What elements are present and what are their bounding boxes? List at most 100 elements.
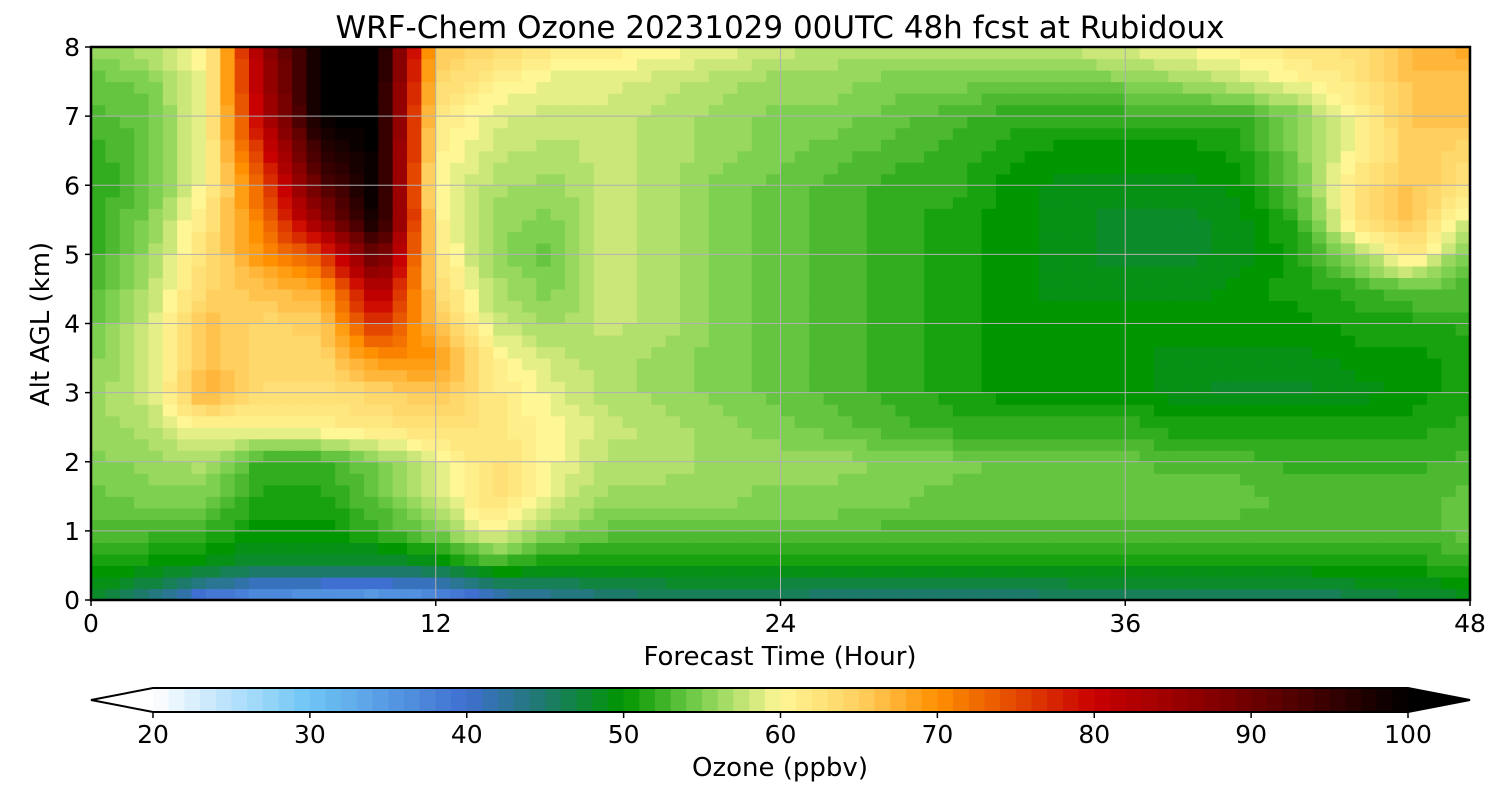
- heat-cell: [1340, 219, 1356, 232]
- colorbar-swatch: [1313, 688, 1331, 712]
- heat-cell: [1297, 438, 1313, 451]
- heat-cell: [866, 277, 882, 290]
- heat-cell: [349, 381, 365, 394]
- heat-cell: [1240, 507, 1256, 520]
- heat-cell: [363, 369, 379, 382]
- heat-cell: [952, 196, 968, 209]
- heat-cell: [1082, 116, 1098, 129]
- heat-cell: [521, 507, 537, 520]
- heat-cell: [1412, 139, 1428, 152]
- heat-cell: [378, 519, 394, 532]
- colorbar-swatch: [1015, 688, 1032, 712]
- heat-cell: [220, 185, 236, 198]
- heat-cell: [952, 415, 968, 428]
- heat-cell: [378, 461, 394, 474]
- heat-cell: [1024, 496, 1040, 509]
- heat-cell: [1110, 335, 1126, 348]
- heat-cell: [478, 346, 494, 359]
- y-tick-label: 5: [64, 240, 80, 269]
- heat-cell: [1455, 47, 1470, 60]
- heat-cell: [608, 438, 624, 451]
- heat-cell: [622, 70, 638, 83]
- heat-cell: [306, 173, 322, 186]
- heat-cell: [550, 300, 566, 313]
- heat-cell: [177, 473, 193, 486]
- heat-cell: [1383, 300, 1399, 313]
- heat-cell: [1197, 323, 1213, 336]
- heat-cell: [622, 277, 638, 290]
- heat-cell: [694, 311, 710, 325]
- heat-cell: [464, 139, 480, 152]
- heat-cell: [766, 484, 782, 497]
- heat-cell: [679, 288, 695, 302]
- heat-cell: [392, 473, 408, 486]
- heat-cell: [1197, 588, 1213, 600]
- heat-cell: [924, 196, 940, 209]
- heat-cell: [134, 450, 150, 463]
- heat-cell: [1110, 404, 1126, 417]
- heat-cell: [1096, 381, 1112, 394]
- heat-cell: [1326, 150, 1342, 163]
- heat-cell: [1311, 415, 1327, 428]
- heat-cell: [234, 450, 250, 463]
- heat-cell: [593, 461, 609, 474]
- heat-cell: [924, 530, 940, 543]
- heat-cell: [737, 542, 753, 555]
- heat-cell: [852, 461, 868, 474]
- heat-cell: [780, 93, 796, 106]
- heat-cell: [363, 242, 379, 255]
- heat-cell: [507, 70, 523, 83]
- heat-cell: [1153, 208, 1169, 221]
- heat-cell: [119, 311, 135, 325]
- heat-cell: [450, 358, 466, 371]
- heat-cell: [91, 450, 106, 463]
- heat-cell: [665, 242, 681, 255]
- heat-cell: [177, 265, 193, 279]
- heat-cell: [335, 484, 351, 497]
- heat-cell: [881, 70, 897, 83]
- heat-cell: [263, 542, 279, 555]
- heat-cell: [995, 323, 1011, 336]
- heat-cell: [119, 519, 135, 532]
- heat-cell: [952, 519, 968, 532]
- heat-cell: [292, 484, 308, 497]
- heat-cell: [320, 265, 336, 279]
- heat-cell: [995, 150, 1011, 163]
- heat-cell: [823, 323, 839, 336]
- heat-cell: [363, 484, 379, 497]
- heat-cell: [809, 358, 825, 371]
- heat-cell: [407, 208, 422, 221]
- heat-cell: [565, 139, 580, 152]
- heat-cell: [220, 208, 236, 221]
- heat-cell: [1096, 104, 1112, 117]
- heat-cell: [1182, 254, 1198, 267]
- heat-cell: [464, 231, 480, 244]
- heat-cell: [679, 496, 695, 509]
- heat-cell: [737, 173, 753, 186]
- heat-cell: [766, 254, 782, 267]
- heat-cell: [608, 553, 624, 567]
- heat-cell: [780, 565, 796, 578]
- heat-cell: [550, 346, 566, 359]
- heat-cell: [220, 427, 236, 440]
- heat-cell: [435, 565, 451, 578]
- heat-cell: [751, 116, 767, 129]
- heat-cell: [1225, 277, 1241, 290]
- heat-cell: [478, 553, 494, 567]
- heat-cell: [852, 381, 868, 394]
- heat-cell: [823, 553, 839, 567]
- heat-cell: [823, 473, 839, 486]
- heat-cell: [1096, 196, 1112, 209]
- heat-cell: [1024, 588, 1040, 600]
- heat-cell: [981, 58, 997, 71]
- heat-cell: [881, 231, 897, 244]
- colorbar-swatch: [278, 688, 295, 712]
- heat-cell: [995, 58, 1011, 71]
- heat-cell: [837, 47, 853, 60]
- heat-cell: [679, 369, 695, 382]
- heat-cell: [924, 254, 940, 267]
- heat-cell: [723, 588, 738, 600]
- heat-cell: [723, 231, 738, 244]
- heat-cell: [292, 242, 308, 255]
- heat-cell: [234, 519, 250, 532]
